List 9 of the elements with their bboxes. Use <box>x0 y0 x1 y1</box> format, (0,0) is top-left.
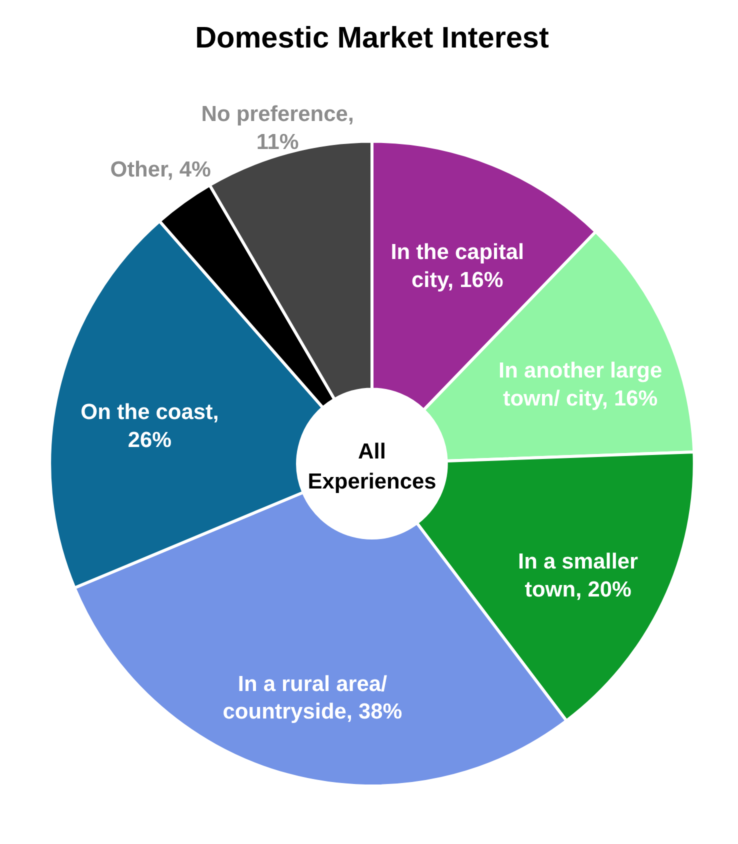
slice-label: In a smaller town, 20% <box>518 548 639 602</box>
slice-label: In another large town/ city, 16% <box>498 358 662 410</box>
chart-title: Domestic Market Interest <box>195 22 549 55</box>
slice-label: No preference, 11% <box>201 101 354 154</box>
slice-label: In a rural area/ countryside, 38% <box>222 670 402 724</box>
text: All Experiences <box>308 438 436 494</box>
slice-label: On the coast, 26% <box>80 399 219 452</box>
slice-label: In the capital city, 16% <box>390 239 524 292</box>
slice-label: Other, 4% <box>110 156 211 182</box>
